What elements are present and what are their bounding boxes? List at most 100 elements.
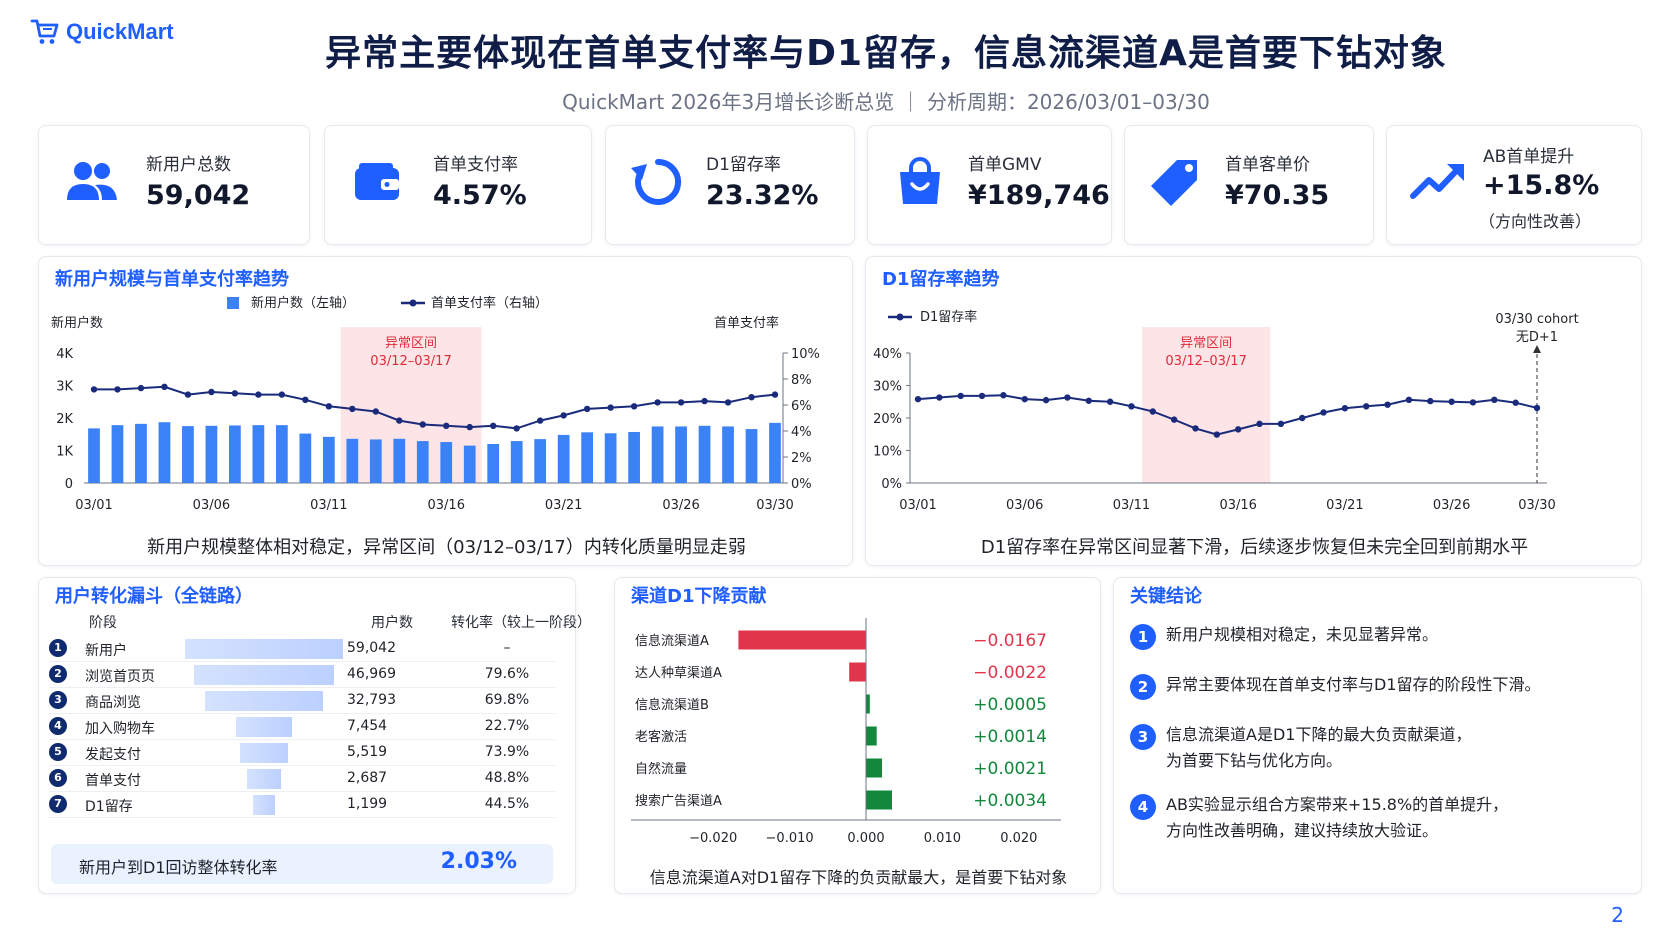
point-first-order-rate <box>255 391 262 398</box>
retention-chart-panel: D1留存率趋势 D1留存率 异常区间 03/12–03/17 0% 10% 20% 30% 4… <box>865 256 1642 566</box>
funnel-stage: 发起支付 <box>85 747 141 763</box>
bar-new-users <box>557 434 570 483</box>
kpi-label: 首单支付率 <box>433 155 518 175</box>
trend-chart-title: 新用户规模与首单支付率趋势 <box>55 269 289 290</box>
kpi-label: 首单客单价 <box>1225 155 1310 175</box>
kpi-value: 59,042 <box>146 180 251 211</box>
bar-new-users <box>111 425 124 483</box>
conclusion-text: 异常主要体现在首单支付率与D1留存的阶段性下滑。 <box>1166 675 1541 694</box>
axis-title-right: 首单支付率 <box>714 315 779 331</box>
y-tick-label: 40% <box>873 347 902 362</box>
point-d1-retention <box>1234 426 1242 433</box>
retention-chart-title: D1留存率趋势 <box>882 269 1000 290</box>
funnel-users: 5,519 <box>347 744 388 760</box>
point-d1-retention <box>1192 425 1199 432</box>
y-tick-label: 20% <box>873 412 902 427</box>
point-first-order-rate <box>607 404 614 411</box>
y-tick-label: 0 <box>65 477 73 492</box>
funnel-header-stage: 阶段 <box>89 615 117 631</box>
category-label: 自然流量 <box>635 761 687 777</box>
point-first-order-rate <box>114 386 121 393</box>
point-first-order-rate <box>325 403 333 410</box>
funnel-users: 2,687 <box>347 770 388 786</box>
point-d1-retention <box>1512 399 1519 406</box>
conclusion-text: 为首要下钻与优化方向。 <box>1166 751 1343 770</box>
funnel-rate: 22.7% <box>484 718 530 734</box>
conclusion-text: AB实验显示组合方案带来+15.8%的首单提升， <box>1166 795 1509 814</box>
funnel-bar <box>193 665 335 685</box>
point-d1-retention <box>1000 392 1007 399</box>
funnel-rate: 79.6% <box>484 666 530 682</box>
bar-new-users <box>534 439 547 483</box>
category-label: 老客激活 <box>635 729 687 745</box>
y2-tick-label: 8% <box>791 373 812 388</box>
point-first-order-rate <box>748 394 755 401</box>
conclusion-number: 3 <box>1130 724 1156 750</box>
x-tick-label: 03/30 <box>1518 498 1555 513</box>
trend-chart-panel: 新用户规模与首单支付率趋势 新用户数（左轴） 首单支付率（右轴） 新用户数 首单支付率… <box>38 256 853 566</box>
funnel-stage: 商品浏览 <box>85 695 141 711</box>
point-first-order-rate <box>278 391 286 398</box>
x-tick-label: 03/16 <box>428 498 465 513</box>
point-d1-retention <box>1042 396 1050 404</box>
point-first-order-rate <box>677 399 685 406</box>
step-number-badge: 4 <box>49 717 67 735</box>
funnel-bar <box>252 795 276 815</box>
bar-new-users <box>487 444 500 483</box>
y-tick-label: 4K <box>56 347 73 362</box>
conclusion-number: 1 <box>1130 624 1156 650</box>
point-first-order-rate <box>208 388 215 396</box>
point-d1-retention <box>1021 395 1028 403</box>
bar-new-users <box>252 425 265 483</box>
point-d1-retention <box>957 392 964 400</box>
bar-new-users <box>229 425 241 483</box>
kpi-value: ¥189,746 <box>968 180 1110 211</box>
anomaly-label: 异常区间 <box>1180 336 1232 351</box>
bar-new-users <box>275 425 288 483</box>
point-first-order-rate <box>396 417 403 424</box>
trend-chart-caption: 新用户规模整体相对稳定，异常区间（03/12–03/17）内转化质量明显走弱 <box>147 537 746 558</box>
bar-new-users <box>393 438 406 483</box>
conclusion-number: 4 <box>1130 794 1156 820</box>
bar-new-users <box>510 441 523 483</box>
x-tick-label: 03/01 <box>75 498 112 513</box>
point-d1-retention <box>1085 397 1092 404</box>
step-number-badge: 6 <box>49 769 67 787</box>
page-subtitle: QuickMart 2026年3月增长诊断总览 ｜ 分析周期：2026/03/0… <box>562 90 1210 114</box>
legend-swatch-bar <box>227 297 239 309</box>
point-d1-retention <box>1299 414 1306 422</box>
anomaly-range: 03/12–03/17 <box>370 354 451 369</box>
axis-title-left: 新用户数 <box>51 315 103 331</box>
trend-up-icon <box>1410 164 1464 199</box>
point-first-order-rate <box>137 384 145 392</box>
point-d1-retention <box>1170 416 1178 423</box>
value-label: +0.0014 <box>973 727 1047 747</box>
point-d1-retention <box>914 395 922 403</box>
point-first-order-rate <box>490 422 497 429</box>
y-tick-label: 10% <box>873 445 902 460</box>
price-tag-icon <box>1151 160 1197 206</box>
funnel-bar <box>185 639 343 659</box>
legend-label: 新用户数（左轴） <box>251 295 355 311</box>
bar-new-users <box>604 433 617 483</box>
conclusion-text: 新用户规模相对稳定，未见显著异常。 <box>1166 625 1439 644</box>
kpi-value: 23.32% <box>706 180 819 211</box>
bar-new-users <box>135 423 147 483</box>
x-tick-label: 03/11 <box>1113 498 1150 513</box>
point-d1-retention <box>1491 396 1498 403</box>
conclusions-panel: 关键结论 1 新用户规模相对稳定，未见显著异常。 2 异常主要体现在首单支付率与D1留… <box>1113 577 1642 894</box>
point-first-order-rate <box>184 391 192 398</box>
point-first-order-rate <box>443 422 450 429</box>
point-first-order-rate <box>161 383 168 390</box>
bar-new-users <box>205 425 218 483</box>
point-d1-retention <box>1405 396 1413 403</box>
y2-tick-label: 2% <box>791 451 812 466</box>
kpi-value: 4.57% <box>433 180 527 211</box>
funnel-users: 32,793 <box>347 692 396 708</box>
kpi-label: D1留存率 <box>706 155 781 175</box>
page-title: 异常主要体现在首单支付率与D1留存，信息流渠道A是首要下钻对象 <box>325 33 1447 74</box>
contribution-panel: 渠道D1下降贡献 信息流渠道A −0.0167 达人种草渠道A −0.0022 信息流渠… <box>614 577 1101 894</box>
funnel-rate: 73.9% <box>484 744 530 760</box>
y-tick-label: 3K <box>56 380 73 395</box>
point-d1-retention <box>978 392 986 400</box>
